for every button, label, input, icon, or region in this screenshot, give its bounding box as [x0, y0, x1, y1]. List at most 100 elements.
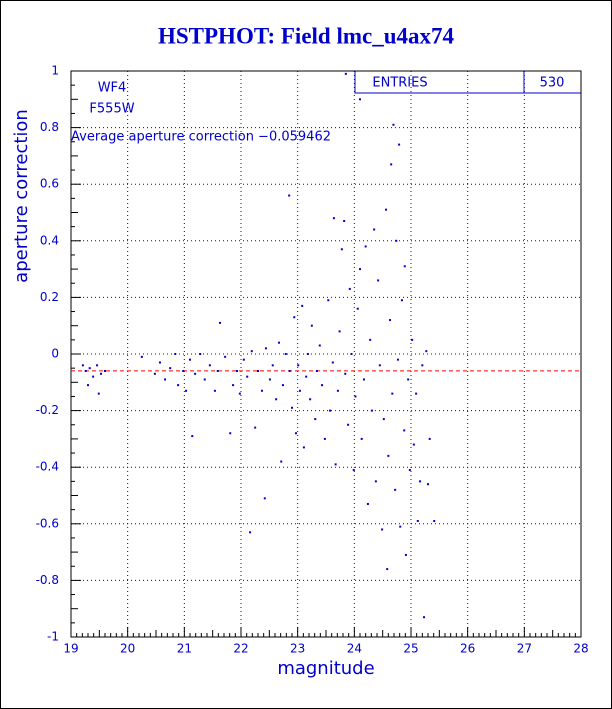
- point: [280, 460, 283, 463]
- point: [219, 321, 222, 324]
- point: [369, 338, 372, 341]
- point: [260, 389, 263, 392]
- point: [314, 418, 317, 421]
- point: [153, 372, 156, 375]
- point: [294, 432, 297, 435]
- point: [398, 143, 401, 146]
- point: [177, 384, 180, 387]
- point: [104, 369, 106, 372]
- point: [359, 268, 361, 271]
- point: [336, 389, 339, 392]
- point: [263, 497, 266, 500]
- stats-label: ENTRIES: [372, 76, 427, 91]
- point: [140, 355, 143, 358]
- point: [415, 392, 418, 395]
- point: [382, 418, 385, 421]
- point: [377, 279, 380, 282]
- point: [254, 426, 257, 429]
- y-tick-label: 0.4: [40, 233, 59, 247]
- point: [350, 353, 353, 355]
- point: [411, 338, 414, 341]
- stats-value: 530: [540, 76, 565, 91]
- point: [399, 525, 402, 528]
- point: [433, 519, 436, 522]
- point: [387, 454, 390, 457]
- x-tick-label: 26: [460, 642, 475, 656]
- point: [334, 463, 337, 466]
- y-tick-label: 0.8: [40, 120, 59, 134]
- point: [425, 350, 428, 353]
- point: [340, 248, 343, 251]
- point: [381, 528, 384, 531]
- point: [370, 409, 373, 412]
- point: [412, 443, 415, 446]
- point: [427, 483, 429, 486]
- x-tick-label: 24: [347, 642, 362, 656]
- point: [395, 239, 398, 242]
- x-tick-label: 20: [120, 642, 135, 656]
- point: [232, 384, 235, 387]
- point: [374, 480, 377, 483]
- x-tick-label: 28: [573, 642, 588, 656]
- point: [331, 361, 334, 364]
- point: [318, 344, 321, 347]
- plot-frame: [70, 70, 582, 638]
- point: [281, 384, 284, 387]
- point: [92, 375, 95, 378]
- point: [392, 123, 395, 126]
- point: [408, 469, 411, 472]
- point: [343, 219, 346, 222]
- point: [396, 358, 399, 361]
- point: [224, 355, 227, 358]
- point: [301, 304, 304, 307]
- point: [344, 72, 347, 75]
- point: [419, 480, 422, 483]
- point: [366, 502, 369, 505]
- point: [291, 406, 293, 409]
- point: [238, 392, 241, 395]
- point: [271, 364, 274, 367]
- point: [385, 208, 388, 211]
- point: [288, 369, 291, 372]
- point: [208, 364, 211, 367]
- point: [87, 384, 89, 387]
- point: [356, 307, 359, 310]
- point: [242, 358, 245, 361]
- point: [305, 375, 308, 378]
- point: [309, 398, 312, 401]
- chart-title: HSTPHOT: Field lmc_u4ax74: [158, 23, 455, 48]
- point: [293, 316, 296, 319]
- annotation: WF4: [98, 81, 127, 96]
- point: [84, 369, 87, 372]
- point: [364, 245, 367, 248]
- point: [394, 488, 397, 491]
- annotation: Average aperture correction −0.059462: [71, 130, 331, 145]
- y-tick-label: -0.2: [36, 403, 59, 417]
- point: [191, 435, 194, 438]
- point: [328, 409, 331, 412]
- point: [373, 228, 376, 231]
- point: [404, 553, 407, 556]
- point: [360, 437, 363, 440]
- point: [250, 350, 253, 353]
- y-tick-label: -0.4: [36, 460, 59, 474]
- y-tick-label: 0.2: [40, 290, 59, 304]
- point: [268, 378, 271, 381]
- point: [321, 384, 324, 387]
- point: [338, 330, 341, 333]
- point: [306, 353, 309, 355]
- point: [164, 378, 167, 381]
- point: [332, 217, 335, 220]
- point: [416, 519, 419, 522]
- point: [344, 372, 347, 375]
- point: [359, 98, 361, 101]
- y-tick-label: -0.6: [36, 516, 59, 530]
- point: [189, 358, 191, 361]
- point: [194, 372, 197, 375]
- point: [182, 369, 185, 372]
- point: [288, 194, 291, 197]
- point: [302, 446, 305, 449]
- point: [297, 364, 300, 367]
